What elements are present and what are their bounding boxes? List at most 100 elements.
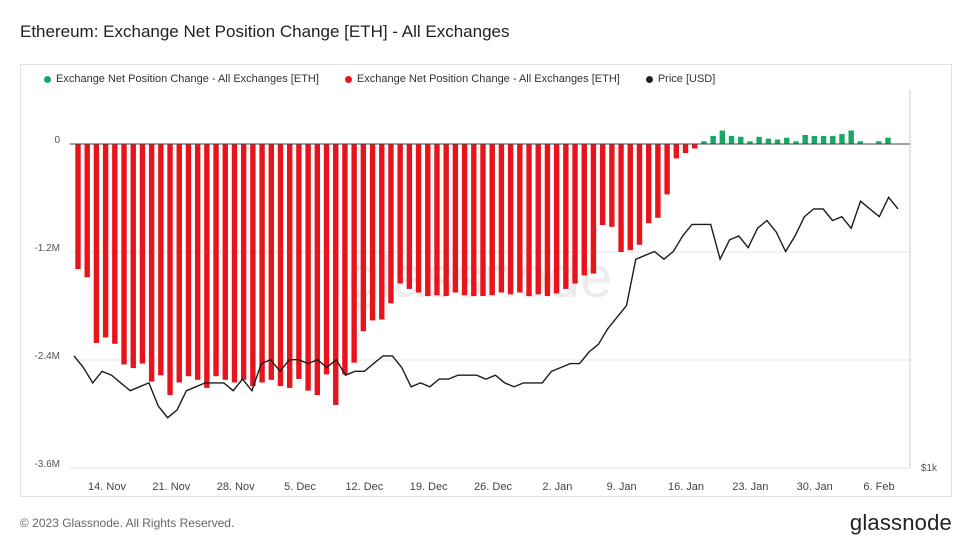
bar-negative xyxy=(425,144,431,297)
bar-negative xyxy=(139,144,146,364)
bar-negative xyxy=(112,144,118,344)
legend-negative-label: Exchange Net Position Change - All Excha… xyxy=(356,73,620,85)
bar-negative xyxy=(287,144,293,388)
bar-negative xyxy=(130,144,136,369)
bar-positive xyxy=(747,141,753,144)
legend-item-negative[interactable]: Exchange Net Position Change - All Excha… xyxy=(344,73,620,85)
bar-negative xyxy=(305,144,311,391)
bar-positive xyxy=(756,136,762,144)
x-tick-label: 21. Nov xyxy=(152,481,190,493)
bar-positive xyxy=(820,135,827,144)
bar-negative xyxy=(544,144,551,297)
bar-positive xyxy=(728,135,735,144)
bar-positive xyxy=(719,130,726,144)
bar-negative xyxy=(84,144,90,278)
glassnode-logo[interactable]: glassnode xyxy=(849,510,952,535)
copyright-footer: © 2023 Glassnode. All Rights Reserved. xyxy=(20,516,235,530)
price-line-group xyxy=(73,195,899,419)
right-tick-label: $1k xyxy=(921,463,938,474)
bar-negative xyxy=(581,144,587,276)
bar-negative xyxy=(351,144,357,363)
bar-negative xyxy=(176,144,182,383)
bar-negative xyxy=(673,144,679,159)
bar-negative xyxy=(489,144,495,296)
bar-negative xyxy=(158,144,164,376)
bar-negative xyxy=(599,144,606,225)
bar-negative xyxy=(194,144,201,380)
bar-positive xyxy=(848,130,854,144)
bars-group xyxy=(70,130,910,405)
x-tick-label: 19. Dec xyxy=(410,481,448,493)
x-tick-label: 2. Jan xyxy=(542,481,572,493)
x-tick-label: 6. Feb xyxy=(863,481,894,493)
bar-negative xyxy=(388,144,394,304)
bar-positive xyxy=(802,135,808,144)
x-tick-label: 26. Dec xyxy=(474,481,512,493)
x-tick-label: 30. Jan xyxy=(797,481,833,493)
x-tick-label: 16. Jan xyxy=(668,481,704,493)
legend-item-positive[interactable]: Exchange Net Position Change - All Excha… xyxy=(44,73,319,85)
x-tick-label: 5. Dec xyxy=(284,481,316,493)
bar-negative xyxy=(75,144,81,270)
bar-positive xyxy=(765,138,772,144)
bar-negative xyxy=(379,144,385,320)
legend-price-label: Price [USD] xyxy=(657,73,716,85)
bar-negative xyxy=(553,144,560,294)
bar-negative xyxy=(342,144,348,375)
bar-negative xyxy=(517,144,523,293)
bar-negative xyxy=(333,144,339,405)
bar-positive xyxy=(857,141,864,144)
bar-negative xyxy=(167,144,173,396)
bar-positive xyxy=(774,139,781,144)
bar-negative xyxy=(452,144,459,293)
chart-legend: Exchange Net Position Change - All Excha… xyxy=(44,73,715,85)
legend-item-price[interactable]: Price [USD] xyxy=(645,73,716,85)
bar-negative xyxy=(618,144,624,252)
bar-negative xyxy=(590,144,597,274)
y-axis-labels: 0 -1.2M -2.4M -3.6M xyxy=(34,135,60,470)
bar-positive xyxy=(811,135,818,144)
bar-positive xyxy=(701,141,707,144)
bar-negative xyxy=(240,144,247,380)
bar-negative xyxy=(609,144,615,227)
bar-negative xyxy=(102,144,109,338)
bar-negative xyxy=(664,144,670,195)
chart-title: Ethereum: Exchange Net Position Change [… xyxy=(20,22,510,41)
bar-negative xyxy=(507,144,514,295)
bar-negative xyxy=(572,144,578,284)
bar-negative xyxy=(563,144,569,289)
bar-negative xyxy=(461,144,468,296)
bar-negative xyxy=(415,144,422,293)
y-tick-label: -1.2M xyxy=(34,243,60,254)
x-tick-label: 14. Nov xyxy=(88,481,126,493)
bar-positive xyxy=(710,135,716,144)
bar-positive xyxy=(839,134,845,144)
legend-price-dot xyxy=(645,75,653,83)
bar-negative xyxy=(682,144,689,153)
bar-negative xyxy=(406,144,413,289)
bar-negative xyxy=(121,144,127,365)
bar-positive xyxy=(784,137,790,144)
y-tick-label: 0 xyxy=(54,135,60,146)
bar-negative xyxy=(222,144,228,380)
bar-positive xyxy=(738,136,744,144)
x-tick-label: 12. Dec xyxy=(345,481,383,493)
bar-negative xyxy=(526,144,532,297)
bar-negative xyxy=(231,144,238,383)
chart-panel xyxy=(20,64,952,497)
bar-negative xyxy=(369,144,376,321)
legend-positive-dot xyxy=(44,75,51,83)
bar-negative xyxy=(93,144,100,343)
bar-positive xyxy=(830,135,836,144)
bar-negative xyxy=(627,144,633,251)
bar-negative xyxy=(535,144,541,295)
bar-negative xyxy=(213,144,219,377)
right-axis-labels: $1k xyxy=(921,463,938,474)
bar-negative xyxy=(259,144,265,383)
bar-negative xyxy=(480,144,486,297)
bar-positive xyxy=(885,137,891,144)
legend-positive-label: Exchange Net Position Change - All Excha… xyxy=(56,73,319,85)
bar-negative xyxy=(360,144,367,332)
x-tick-label: 28. Nov xyxy=(217,481,255,493)
